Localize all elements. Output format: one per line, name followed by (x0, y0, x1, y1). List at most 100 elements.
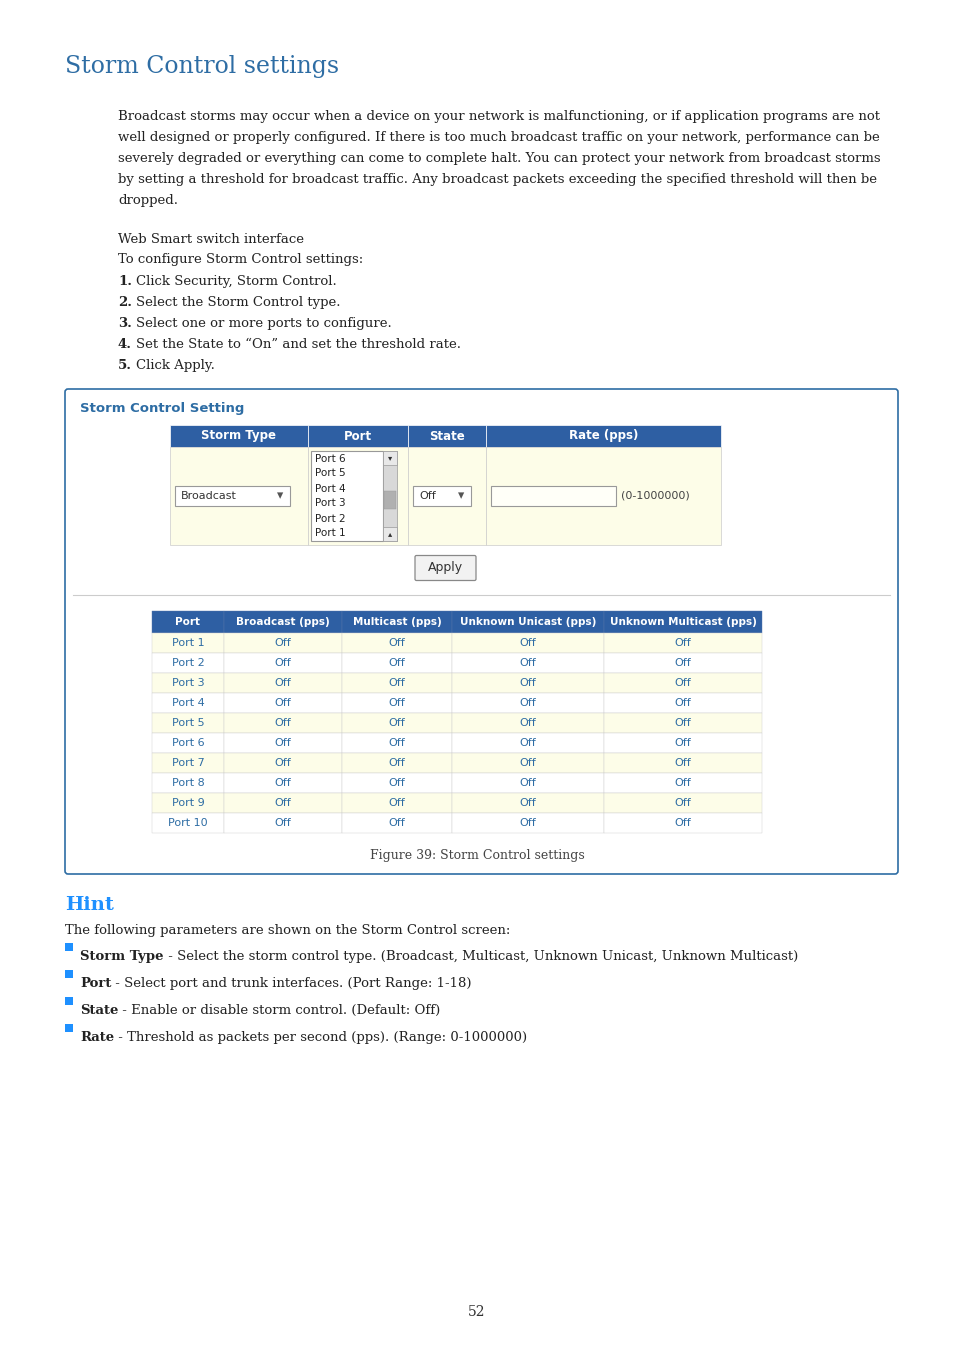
Text: Off: Off (388, 638, 405, 648)
Text: Storm Type: Storm Type (201, 430, 276, 443)
Text: Off: Off (388, 778, 405, 788)
Text: Off: Off (274, 798, 291, 808)
Bar (152, 734, 224, 753)
Text: Port 9: Port 9 (172, 798, 204, 808)
Bar (224, 793, 341, 813)
Text: Off: Off (674, 717, 691, 728)
Bar (152, 693, 224, 713)
Bar (65, 1024, 73, 1032)
Bar (152, 793, 224, 813)
Bar (603, 773, 761, 793)
Text: Port 1: Port 1 (314, 528, 345, 539)
Bar (491, 486, 616, 507)
Text: Off: Off (519, 817, 536, 828)
Text: Off: Off (274, 658, 291, 667)
Text: Web Smart switch interface: Web Smart switch interface (118, 232, 304, 246)
Text: - Threshold as packets per second (pps). (Range: 0-1000000): - Threshold as packets per second (pps).… (114, 1031, 527, 1044)
Bar (341, 653, 452, 673)
Text: 3.: 3. (118, 317, 132, 330)
Bar (152, 773, 224, 793)
Text: Off: Off (519, 658, 536, 667)
Bar (603, 734, 761, 753)
Text: Off: Off (274, 717, 291, 728)
Text: Off: Off (674, 638, 691, 648)
Text: State: State (80, 1004, 118, 1017)
Text: well designed or properly configured. If there is too much broadcast traffic on : well designed or properly configured. If… (118, 131, 879, 145)
Bar (152, 653, 224, 673)
Text: Off: Off (674, 738, 691, 748)
Bar (341, 611, 452, 634)
Text: Broadcast storms may occur when a device on your network is malfunctioning, or i: Broadcast storms may occur when a device… (118, 109, 879, 123)
Text: Multicast (pps): Multicast (pps) (353, 617, 441, 627)
Text: Unknown Multicast (pps): Unknown Multicast (pps) (609, 617, 756, 627)
Text: Off: Off (274, 678, 291, 688)
Text: Port 4: Port 4 (314, 484, 345, 493)
Text: Off: Off (519, 638, 536, 648)
Bar (152, 753, 224, 773)
Bar (452, 673, 603, 693)
Text: Port 5: Port 5 (172, 717, 204, 728)
Text: Off: Off (274, 817, 291, 828)
Bar (224, 611, 341, 634)
Text: 1.: 1. (118, 276, 132, 288)
Bar (308, 447, 408, 544)
Text: Port 7: Port 7 (172, 758, 204, 767)
Text: Off: Off (388, 817, 405, 828)
Text: ▾: ▾ (276, 489, 283, 503)
Bar (603, 713, 761, 734)
Text: Off: Off (388, 798, 405, 808)
Bar (224, 734, 341, 753)
Text: Figure 39: Storm Control settings: Figure 39: Storm Control settings (369, 848, 584, 862)
Text: Port 2: Port 2 (172, 658, 204, 667)
Bar (603, 673, 761, 693)
Bar (308, 426, 408, 447)
Bar (452, 693, 603, 713)
Text: To configure Storm Control settings:: To configure Storm Control settings: (118, 253, 363, 266)
Bar (152, 813, 224, 834)
Text: Apply: Apply (428, 562, 462, 574)
Bar (224, 634, 341, 653)
Bar (341, 693, 452, 713)
Text: 4.: 4. (118, 338, 132, 351)
Bar (413, 486, 471, 507)
Text: Port 3: Port 3 (314, 499, 345, 508)
Text: Off: Off (519, 698, 536, 708)
Bar (485, 447, 720, 544)
Text: ▾: ▾ (457, 489, 464, 503)
Text: Broadcast: Broadcast (181, 490, 236, 501)
Bar (452, 653, 603, 673)
Bar (170, 426, 308, 447)
Text: Off: Off (418, 490, 436, 501)
Bar (152, 611, 224, 634)
FancyBboxPatch shape (415, 555, 476, 581)
Text: Off: Off (388, 678, 405, 688)
Bar (174, 486, 290, 507)
Bar (382, 527, 396, 540)
Text: Off: Off (674, 698, 691, 708)
Text: Select one or more ports to configure.: Select one or more ports to configure. (136, 317, 392, 330)
Text: ▾: ▾ (388, 454, 392, 462)
Bar (224, 813, 341, 834)
Text: Unknown Unicast (pps): Unknown Unicast (pps) (459, 617, 596, 627)
Text: Off: Off (388, 758, 405, 767)
Text: by setting a threshold for broadcast traffic. Any broadcast packets exceeding th: by setting a threshold for broadcast tra… (118, 173, 876, 186)
Text: Off: Off (519, 758, 536, 767)
Text: Off: Off (274, 738, 291, 748)
Bar (382, 451, 396, 540)
Text: Port 2: Port 2 (314, 513, 345, 523)
Text: Port: Port (175, 617, 200, 627)
Text: Off: Off (519, 678, 536, 688)
Text: Port 6: Port 6 (314, 454, 345, 463)
Bar (452, 793, 603, 813)
Bar (382, 451, 396, 465)
Text: Port 5: Port 5 (314, 469, 345, 478)
Text: Port 8: Port 8 (172, 778, 204, 788)
Text: Off: Off (388, 717, 405, 728)
Bar (152, 673, 224, 693)
Text: Off: Off (274, 758, 291, 767)
Text: Off: Off (519, 778, 536, 788)
Bar (452, 734, 603, 753)
Text: Rate: Rate (80, 1031, 114, 1044)
Text: Port 6: Port 6 (172, 738, 204, 748)
Bar (152, 634, 224, 653)
